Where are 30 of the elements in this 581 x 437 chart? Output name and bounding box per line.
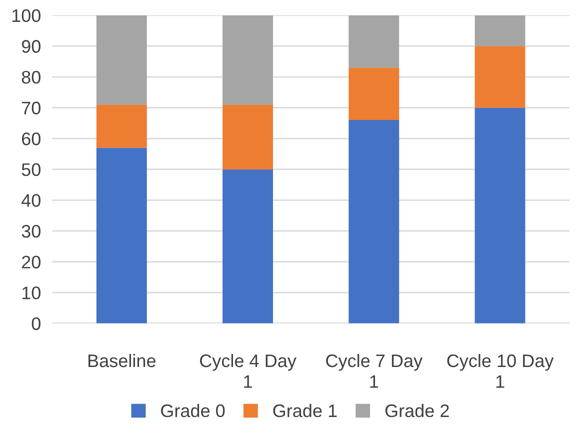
bar bbox=[348, 120, 400, 324]
bar bbox=[222, 104, 273, 170]
bar bbox=[474, 46, 526, 108]
y-tick-label: 60 bbox=[22, 132, 40, 146]
y-tick-label: 90 bbox=[22, 40, 40, 53]
legend-label: Grade 1 bbox=[273, 404, 337, 418]
bar bbox=[222, 169, 273, 324]
y-tick-label: 0 bbox=[32, 317, 40, 330]
y-tick-label: 50 bbox=[22, 163, 40, 176]
x-tick-label: Cycle 10 Day 1 bbox=[447, 354, 554, 388]
legend-label: Grade 2 bbox=[385, 404, 449, 418]
bar bbox=[348, 68, 400, 120]
y-tick-label: 40 bbox=[22, 194, 40, 207]
bar bbox=[474, 108, 526, 324]
y-tick-label: 10 bbox=[22, 286, 40, 300]
y-tick-label: 100 bbox=[12, 9, 40, 22]
bar bbox=[348, 15, 400, 68]
legend-label: Grade 0 bbox=[161, 404, 225, 418]
y-tick-label: 70 bbox=[22, 102, 40, 114]
bar bbox=[222, 15, 273, 105]
bar bbox=[96, 148, 147, 324]
bar bbox=[96, 15, 147, 105]
x-tick-label: Baseline bbox=[88, 354, 156, 368]
y-tick-label: 30 bbox=[22, 224, 40, 238]
bar bbox=[96, 104, 147, 148]
x-tick-label: Cycle 7 Day 1 bbox=[326, 354, 423, 388]
bar bbox=[474, 15, 526, 46]
x-tick-label: Cycle 4 Day 1 bbox=[200, 354, 296, 388]
y-tick-label: 80 bbox=[22, 70, 40, 84]
y-tick-label: 20 bbox=[22, 256, 40, 268]
